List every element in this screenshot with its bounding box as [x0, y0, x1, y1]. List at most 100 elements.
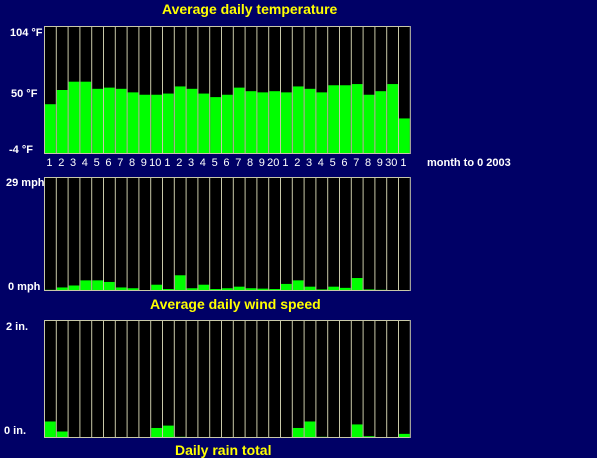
temperature-bar-29: [375, 91, 387, 154]
wind-bar-22: [292, 280, 304, 291]
temperature-bar-15: [210, 97, 221, 154]
wind-chart-title: Average daily wind speed: [150, 296, 321, 312]
wind-bar-27: [351, 278, 363, 291]
temperature-y-max-label: 104 °F: [10, 27, 43, 39]
temperature-bar-21: [281, 92, 292, 154]
rain-plot: [44, 320, 411, 438]
x-tick-label: 7: [235, 157, 242, 169]
rain-bar-11: [163, 425, 174, 438]
wind-bar-19: [257, 288, 269, 291]
temperature-bar-8: [127, 92, 139, 154]
temperature-bar-4: [80, 81, 92, 154]
x-tick-label: 4: [81, 157, 88, 169]
temperature-bar-9: [139, 94, 151, 154]
x-tick-label: 5: [211, 157, 218, 169]
rain-bar-31: [399, 433, 410, 438]
x-tick-label: 1: [164, 157, 171, 169]
temperature-plot: [44, 26, 411, 154]
temperature-bar-19: [257, 92, 269, 154]
rain-bar-23: [304, 421, 316, 438]
wind-bar-4: [80, 280, 92, 291]
x-tick-label: 3: [188, 157, 195, 169]
wind-bar-3: [68, 285, 80, 291]
x-tick-label: 9: [376, 157, 383, 169]
x-tick-label: 8: [365, 157, 372, 169]
wind-bar-10: [151, 284, 162, 291]
temperature-y-mid-label: 50 °F: [11, 88, 38, 100]
temperature-bar-5: [92, 88, 103, 154]
x-tick-label: 3: [306, 157, 313, 169]
temperature-bar-16: [222, 94, 233, 154]
x-tick-label: 2: [294, 157, 301, 169]
x-tick-label: 1: [400, 157, 407, 169]
wind-y-min-label: 0 mph: [8, 281, 41, 293]
rain-bar-2: [56, 431, 68, 438]
x-tick-label: 9: [140, 157, 147, 169]
temperature-bar-13: [186, 88, 198, 154]
temperature-bar-31: [399, 118, 410, 154]
temperature-bar-2: [56, 90, 68, 154]
temperature-bar-10: [151, 94, 162, 154]
x-tick-label: 6: [105, 157, 112, 169]
temperature-bar-20: [269, 91, 280, 154]
temperature-bar-24: [316, 92, 328, 154]
temperature-bar-11: [163, 93, 174, 154]
temperature-bar-28: [363, 94, 375, 154]
rain-bar-1: [45, 421, 56, 438]
temperature-bar-26: [340, 85, 351, 154]
wind-bar-26: [340, 287, 351, 291]
temperature-bar-18: [245, 91, 257, 154]
x-tick-label: 8: [247, 157, 254, 169]
temperature-bar-30: [387, 84, 398, 154]
rain-y-min-label: 0 in.: [4, 425, 27, 437]
rain-plot-background: [44, 320, 410, 438]
wind-bar-25: [328, 286, 339, 291]
wind-bar-8: [127, 288, 139, 291]
x-tick-label: 4: [199, 157, 206, 169]
temperature-bar-12: [174, 86, 186, 154]
wind-plot: [44, 177, 411, 291]
x-tick-label: 2: [58, 157, 65, 169]
wind-bar-17: [233, 286, 245, 291]
x-tick-label: 1: [46, 157, 53, 169]
x-axis-caption: month to 0 2003: [427, 157, 511, 169]
rain-bar-27: [351, 424, 363, 438]
temperature-chart-title: Average daily temperature: [162, 1, 338, 17]
x-tick-label: 6: [223, 157, 230, 169]
wind-bar-14: [198, 284, 210, 291]
wind-bar-6: [104, 281, 115, 291]
temperature-bar-17: [233, 87, 245, 154]
temperature-bar-7: [115, 88, 127, 154]
temperature-y-min-label: -4 °F: [9, 144, 33, 156]
temperature-bar-6: [104, 87, 115, 154]
x-tick-label: 4: [317, 157, 324, 169]
x-tick-label: 2: [176, 157, 183, 169]
x-tick-label: 5: [93, 157, 100, 169]
wind-bar-23: [304, 286, 316, 291]
x-tick-label: 5: [329, 157, 336, 169]
wind-bar-5: [92, 280, 103, 291]
rain-bar-10: [151, 427, 162, 438]
x-tick-label: 30: [385, 157, 398, 169]
wind-bar-7: [115, 287, 127, 291]
x-tick-label: 20: [267, 157, 280, 169]
temperature-bar-22: [292, 86, 304, 154]
wind-bar-12: [174, 275, 186, 291]
wind-bar-13: [186, 288, 198, 291]
temperature-bar-3: [68, 81, 80, 154]
x-tick-label: 10: [149, 157, 162, 169]
wind-bar-21: [281, 283, 292, 291]
rain-y-max-label: 2 in.: [6, 321, 29, 333]
temperature-bar-27: [351, 84, 363, 154]
temperature-bar-23: [304, 88, 316, 154]
wind-y-max-label: 29 mph: [6, 177, 45, 189]
temperature-bar-1: [45, 104, 56, 154]
temperature-bar-14: [198, 93, 210, 154]
x-tick-label: 9: [258, 157, 265, 169]
wind-bar-2: [56, 287, 68, 291]
x-tick-label: 3: [70, 157, 77, 169]
x-tick-label: 8: [129, 157, 136, 169]
temperature-bar-25: [328, 85, 339, 154]
rain-bar-22: [292, 427, 304, 438]
